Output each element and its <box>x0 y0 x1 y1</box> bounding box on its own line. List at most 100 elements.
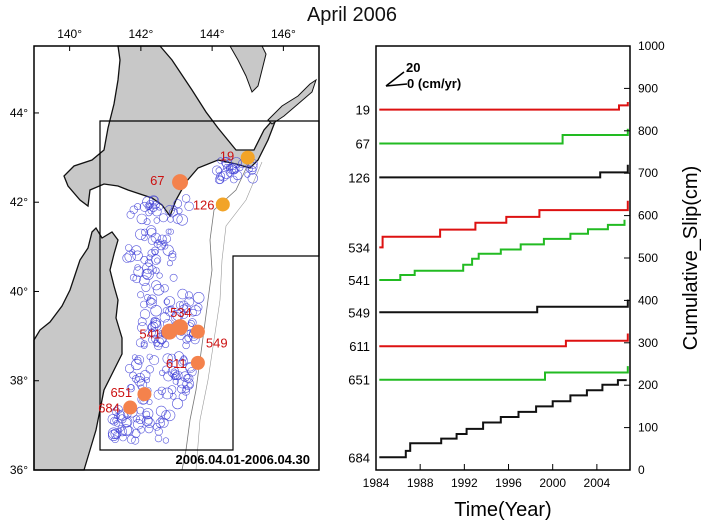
event-circle <box>162 365 171 374</box>
event-circle <box>167 385 177 394</box>
event-circle <box>134 203 142 211</box>
event-circle <box>186 382 193 389</box>
site-label-611: 611 <box>166 356 187 371</box>
event-circle <box>181 387 190 396</box>
event-circle <box>139 275 150 287</box>
event-circle <box>175 301 184 310</box>
site-marker-611 <box>190 355 205 370</box>
event-circle <box>126 210 135 219</box>
event-circle <box>140 255 149 264</box>
event-circle <box>162 244 174 256</box>
event-circle <box>144 424 154 434</box>
y-tick-label: 100 <box>638 421 658 435</box>
event-circle <box>164 296 176 307</box>
event-circle <box>145 209 153 217</box>
event-circle <box>121 416 133 428</box>
page-title: April 2006 <box>306 4 398 26</box>
event-circle <box>147 207 155 215</box>
event-circle <box>230 175 238 184</box>
event-circle <box>143 410 151 418</box>
x-tick-label: 1988 <box>407 476 434 490</box>
y-tick-label: 0 <box>638 463 645 477</box>
event-circle <box>167 228 174 235</box>
event-circle <box>170 368 178 376</box>
y-tick-label: 400 <box>638 293 658 307</box>
event-circle <box>190 305 202 316</box>
event-circle <box>176 377 188 389</box>
event-circle <box>153 267 160 274</box>
event-circle <box>167 359 173 366</box>
site-label-67: 67 <box>150 173 164 188</box>
event-circle <box>137 317 147 327</box>
event-circle <box>162 353 173 364</box>
velocity-legend-unit: 0 (cm/yr) <box>407 76 461 91</box>
event-circle <box>139 201 150 212</box>
event-circle <box>158 213 168 223</box>
earthquake-events <box>107 156 259 445</box>
event-circle <box>156 272 163 279</box>
event-circle <box>152 339 160 347</box>
event-circle <box>142 408 154 420</box>
x-tick-label: 1984 <box>363 476 390 490</box>
event-circle <box>153 217 161 224</box>
event-circle <box>146 203 153 210</box>
event-circle <box>173 199 182 208</box>
event-circle <box>155 203 164 211</box>
event-circle <box>141 268 152 279</box>
site-marker-126 <box>215 197 230 212</box>
event-circle <box>181 303 192 313</box>
series-site-label-67: 67 <box>356 137 370 152</box>
event-circle <box>161 387 174 400</box>
event-circle <box>172 398 184 410</box>
event-circle <box>148 336 156 344</box>
event-circle <box>225 163 233 172</box>
event-circle <box>173 351 184 362</box>
series-site-label-651: 651 <box>348 373 370 388</box>
y-tick-label: 900 <box>638 81 658 95</box>
event-circle <box>134 355 145 365</box>
series-site-label-19: 19 <box>356 103 370 118</box>
series-site-label-549: 549 <box>348 305 370 320</box>
event-circle <box>129 249 136 255</box>
event-circle <box>140 370 151 381</box>
event-circle <box>139 309 151 320</box>
land-kuril-islands <box>267 78 317 125</box>
event-circle <box>236 164 244 172</box>
event-circle <box>167 305 175 313</box>
event-circle <box>117 426 128 437</box>
event-circle <box>150 317 161 328</box>
event-circle <box>182 341 190 350</box>
event-circle <box>163 298 171 305</box>
event-circle <box>159 369 166 377</box>
event-circle <box>135 228 147 240</box>
event-circle <box>167 366 180 378</box>
event-circle <box>144 417 155 428</box>
event-circle <box>125 364 135 374</box>
event-circle <box>146 398 153 405</box>
event-circle <box>182 378 194 390</box>
event-circle <box>146 353 153 360</box>
map-frame <box>33 45 320 471</box>
event-circle <box>124 425 134 436</box>
event-circle <box>168 252 177 262</box>
event-circle <box>162 307 170 314</box>
velocity-vector-line <box>385 71 405 87</box>
event-circle <box>158 417 169 428</box>
series-line-534 <box>379 200 629 249</box>
event-circle <box>157 416 165 424</box>
event-circle <box>131 429 141 438</box>
y-tick-label: 200 <box>638 378 658 392</box>
event-circle <box>172 378 179 385</box>
event-circle <box>132 250 143 261</box>
event-circle <box>168 250 177 259</box>
site-label-549: 549 <box>206 336 228 351</box>
event-circle <box>189 308 197 317</box>
event-circle <box>184 334 193 342</box>
lat-tick-label: 36° <box>10 463 28 477</box>
event-circle <box>165 228 172 235</box>
velocity-legend-value: 20 <box>406 60 420 75</box>
event-circle <box>187 319 195 327</box>
event-circle <box>244 171 251 178</box>
event-circle <box>183 374 192 383</box>
